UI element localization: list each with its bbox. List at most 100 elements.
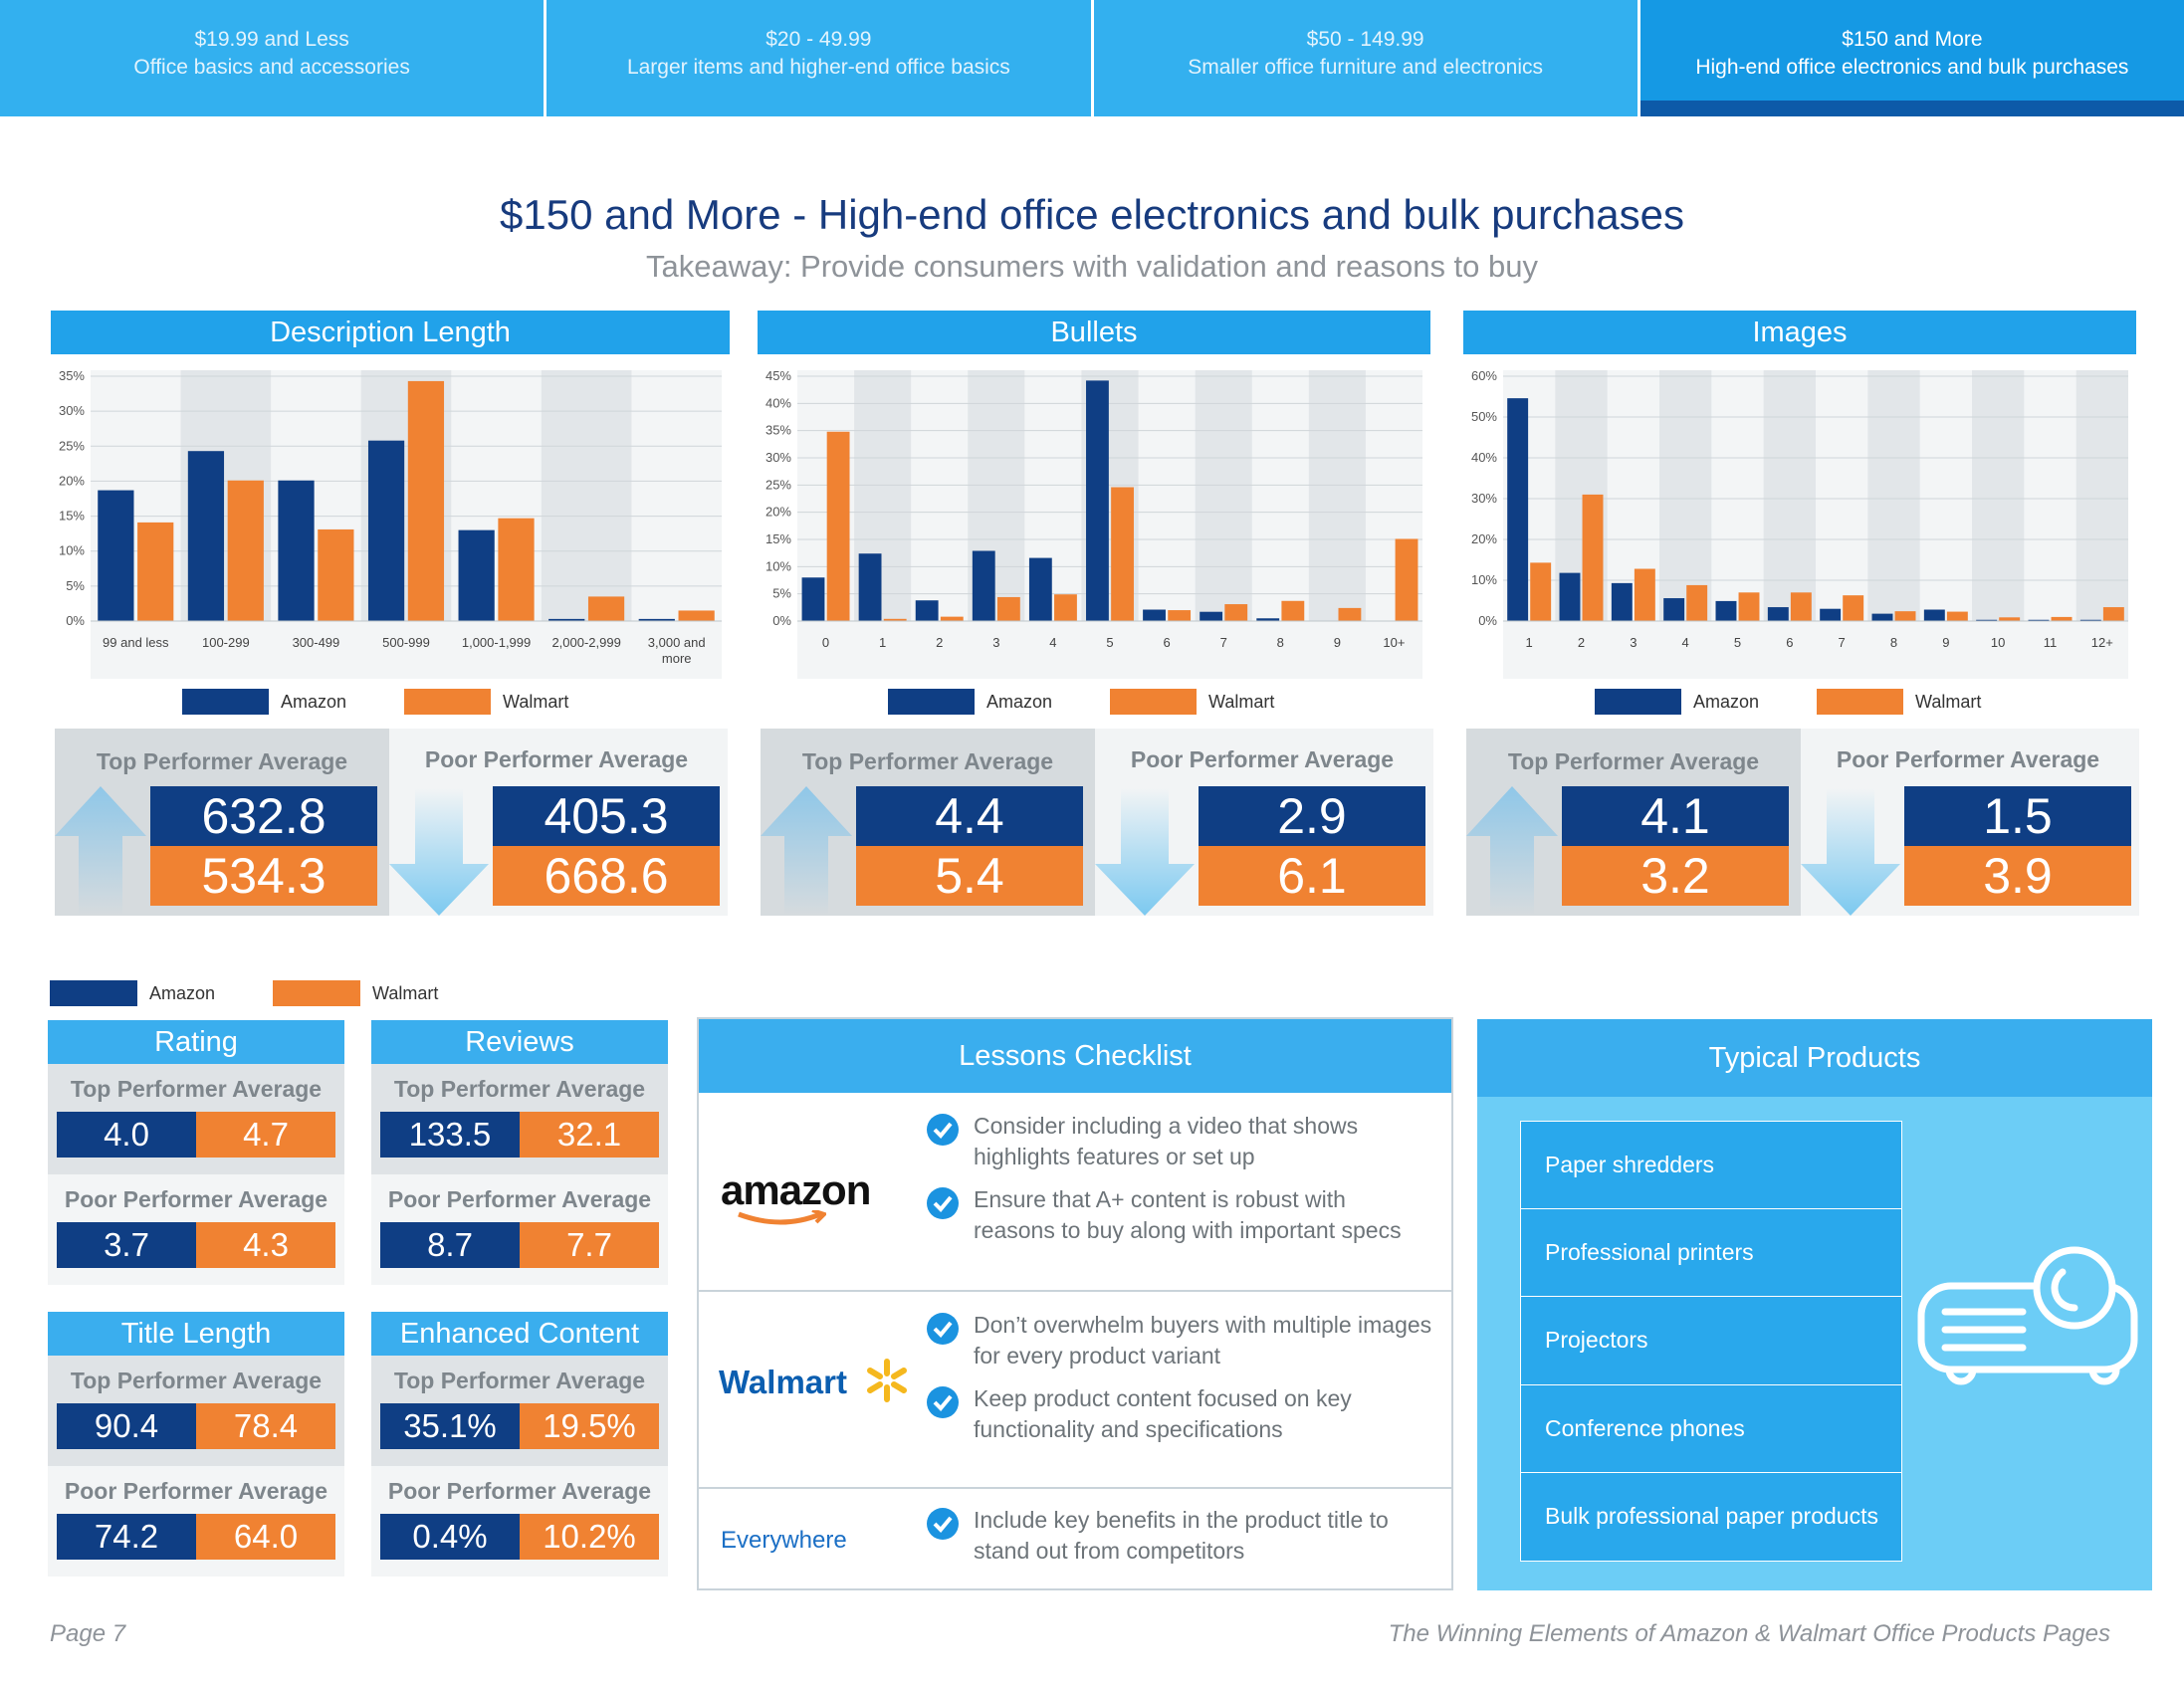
poor-performer-label: Poor Performer Average (387, 1186, 652, 1212)
walmart-value: 7.7 (520, 1222, 659, 1268)
walmart-bar (940, 616, 964, 621)
list-item: Bulk professional paper products (1520, 1473, 1902, 1562)
y-tick-label: 20% (59, 473, 85, 488)
walmart-value: 4.3 (196, 1222, 335, 1268)
list-item: Conference phones (1520, 1384, 1902, 1473)
x-tick-label: 1,000-1,999 (462, 635, 531, 650)
checkmark-icon (927, 1114, 959, 1146)
x-tick-label: 1 (879, 635, 886, 650)
x-tick-label: 1 (1526, 635, 1533, 650)
amazon-value: 632.8 (150, 786, 377, 846)
walmart-spark-icon (867, 1359, 907, 1402)
product-list: Paper shredders Professional printers Pr… (1520, 1121, 1902, 1562)
top-performer: Top Performer Average 90.4 78.4 (48, 1356, 344, 1466)
tab-under-20[interactable]: $19.99 and Less Office basics and accesso… (0, 0, 545, 116)
top-performer-label: Top Performer Average (801, 748, 1054, 774)
walmart-bar (2051, 616, 2073, 621)
top-performer-label: Top Performer Average (70, 1076, 323, 1102)
x-tick-label: 100-299 (202, 635, 250, 650)
metric-enhanced-content: Enhanced Content Top Performer Average 35… (371, 1312, 668, 1577)
walmart-value: 10.2% (520, 1514, 659, 1560)
walmart-logo: Walmart (719, 1359, 907, 1402)
amazon-bar (1871, 613, 1893, 621)
amazon-bar (2079, 619, 2101, 621)
y-tick-label: 0% (1478, 613, 1497, 628)
x-tick-label: 2 (1578, 635, 1585, 650)
chart-title: Bullets (758, 311, 1430, 354)
up-arrow-icon (761, 786, 852, 916)
walmart-bar (2102, 607, 2124, 621)
amazon-bar (367, 440, 405, 621)
amazon-bar (1256, 618, 1280, 621)
walmart-bar (227, 480, 264, 621)
up-arrow-icon (55, 786, 146, 916)
tab-sublabel: High-end office electronics and bulk pur… (1695, 56, 2129, 79)
amazon-swatch (1595, 689, 1681, 715)
walmart-swatch (273, 980, 361, 1006)
top-performer: Top Performer Average 35.1% 19.5% (371, 1356, 668, 1466)
y-tick-label: 0% (772, 613, 791, 628)
list-item: Paper shredders (1520, 1121, 1902, 1209)
walmart-bar (1946, 611, 1968, 621)
x-tick-label: more (662, 651, 692, 666)
tab-150-plus[interactable]: $150 and More High-end office electronics… (1639, 0, 2184, 116)
x-tick-label: 8 (1890, 635, 1897, 650)
lesson-text: Ensure that A+ content is robust with re… (974, 1186, 1402, 1243)
x-tick-label: 5 (1106, 635, 1113, 650)
legend-label: Amazon (149, 982, 216, 1003)
walmart-value: 3.2 (1562, 846, 1789, 906)
down-arrow-icon (1801, 788, 1900, 916)
y-tick-label: 10% (765, 558, 791, 573)
column-band (541, 370, 632, 621)
amazon-bar (1663, 598, 1685, 621)
walmart-bar (1224, 604, 1248, 621)
y-tick-label: 40% (765, 395, 791, 410)
checkmark-icon (927, 1386, 959, 1418)
top-performer-label: Top Performer Average (1507, 748, 1760, 774)
amazon-logo: amazon (721, 1166, 871, 1225)
amazon-bar (98, 490, 134, 621)
lessons-walmart: Walmart Don’t overwhelm buyers with mult… (699, 1290, 1451, 1487)
walmart-swatch (1110, 689, 1198, 715)
amazon-bar (548, 618, 585, 621)
y-tick-label: 25% (59, 438, 85, 453)
amazon-bar (1715, 600, 1737, 621)
x-tick-label: 4 (1049, 635, 1056, 650)
amazon-value: 74.2 (57, 1514, 196, 1560)
poor-performer: Poor Performer Average 74.2 64.0 (48, 1466, 344, 1577)
walmart-bar (1894, 611, 1916, 621)
legend-label: Walmart (1915, 691, 1982, 712)
poor-performer: Poor Performer Average 0.4% 10.2% (371, 1466, 668, 1577)
chart-svg: 0% 5% 10% 15% 20% 25% 30% 35% 99 and less 100-299… (59, 368, 722, 679)
walmart-bar (1686, 584, 1708, 621)
poor-performer: Poor Performer Average 1.5 3.9 (1801, 729, 2139, 916)
legend-label: Walmart (503, 691, 569, 712)
walmart-bar (826, 431, 850, 621)
chart-description-length: Description Length 0% 5% 10% 15% 20% 25% 30% 35… (51, 311, 730, 679)
amazon-bar (801, 577, 825, 621)
y-tick-label: 25% (765, 477, 791, 492)
amazon-bar (858, 553, 882, 621)
walmart-bar (678, 610, 715, 621)
amazon-bar (638, 618, 675, 621)
page-title: $150 and More - High-end office electron… (500, 191, 1684, 238)
walmart-value: 32.1 (520, 1112, 659, 1158)
metric-reviews: Reviews Top Performer Average 133.5 32.1 P… (371, 1020, 668, 1285)
amazon-bar (2028, 619, 2050, 621)
metric-title: Enhanced Content (371, 1312, 668, 1356)
y-tick-label: 60% (1471, 368, 1497, 383)
top-performer-label: Top Performer Average (393, 1076, 646, 1102)
tab-20-49[interactable]: $20 - 49.99 Larger items and higher-end o… (546, 0, 1091, 116)
column-band (1659, 370, 1712, 621)
tab-50-149[interactable]: $50 - 149.99 Smaller office furniture and… (1093, 0, 1638, 116)
walmart-bar (1054, 594, 1077, 621)
x-tick-label: 6 (1786, 635, 1793, 650)
y-tick-label: 35% (765, 423, 791, 438)
walmart-bar (1634, 568, 1655, 621)
walmart-bar (1790, 592, 1812, 621)
walmart-bar (996, 596, 1020, 621)
walmart-value: 19.5% (520, 1403, 659, 1449)
y-tick-label: 20% (1471, 531, 1497, 546)
page-subtitle: Takeaway: Provide consumers with validat… (645, 249, 1539, 284)
